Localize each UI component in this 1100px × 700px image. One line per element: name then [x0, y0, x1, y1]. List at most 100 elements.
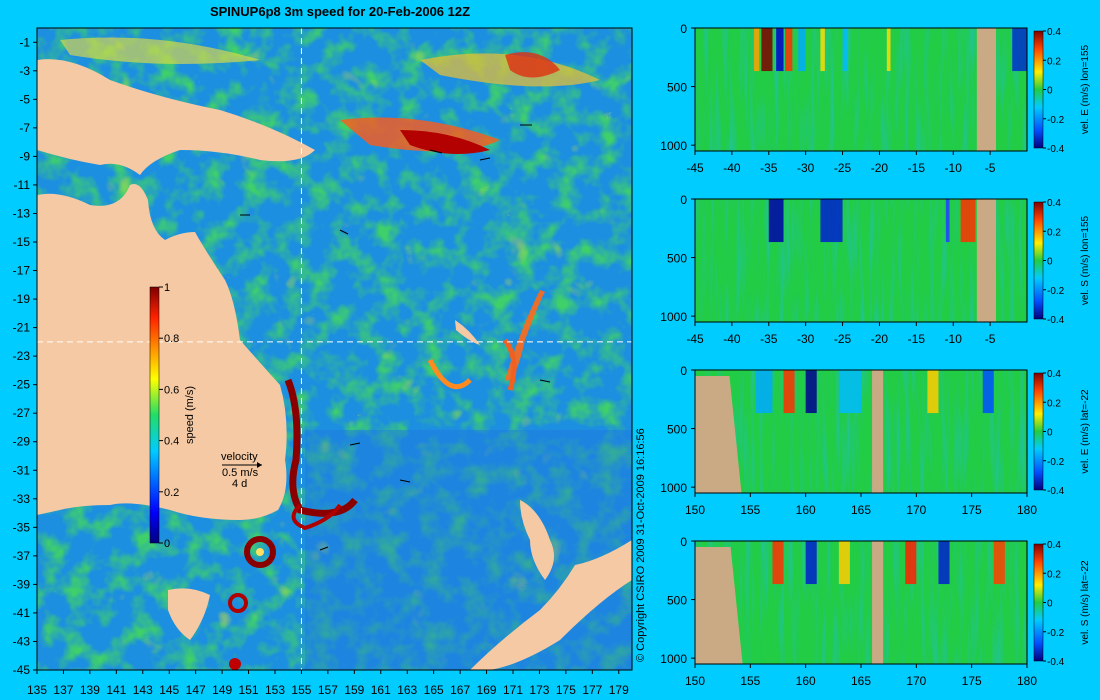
section-x-tick-label: -35	[760, 161, 778, 175]
section-x-tick-label: -5	[985, 332, 996, 346]
section-current-band	[886, 28, 891, 72]
land-nz-north	[520, 500, 554, 580]
section-x-tick-label: 175	[962, 503, 982, 517]
colorbar-tick-label: 0.6	[164, 384, 179, 396]
section-x-tick-label: 170	[906, 503, 926, 517]
velocity-arrows	[240, 124, 551, 551]
map-y-tick-label: -7	[19, 121, 30, 135]
section-y-tick-label: 500	[667, 594, 687, 608]
section-current-band	[820, 28, 825, 72]
section-colorbar	[1033, 543, 1044, 662]
section-colorbar-tick-label: 0	[1047, 86, 1053, 97]
colorbar-tick-label: 0	[164, 538, 170, 550]
section-x-tick-label: 165	[851, 674, 871, 688]
section-panel-1: -45 -40 -35 -30 -25 -20 -15 -10 -5 0 500 1000 0.4 0.2…	[660, 22, 1091, 175]
map-x-tick-label: 157	[318, 683, 338, 697]
section-land	[976, 28, 997, 151]
map-x-tick-label: 163	[397, 683, 417, 697]
section-variable-label: vel. S (m/s) lat=-22	[1080, 560, 1091, 645]
section-colorbar	[1033, 201, 1044, 320]
section-panel-3: 150 155 160 165 170 175 180 0 500 1000 0.4 0.2 0 -0.2…	[660, 364, 1091, 517]
section-x-tick-label: -15	[908, 161, 926, 175]
section-colorbar	[1033, 372, 1044, 491]
map-x-tick-label: 151	[239, 683, 259, 697]
section-current-band	[993, 541, 1005, 585]
map-y-tick-label: -35	[13, 520, 31, 534]
section-x-tick-label: 155	[740, 503, 760, 517]
map-y-tick-label: -43	[13, 634, 31, 648]
map-y-tick-label: -15	[13, 235, 31, 249]
section-y-tick-label: 500	[667, 252, 687, 266]
map-x-tick-label: 141	[106, 683, 126, 697]
section-variable-label: vel. E (m/s) lon=155	[1080, 44, 1091, 134]
section-panel-2: -45 -40 -35 -30 -25 -20 -15 -10 -5 0 500 1000 0.4 0.2…	[660, 193, 1091, 346]
page-title: SPINUP6p8 3m speed for 20-Feb-2006 12Z	[210, 4, 470, 19]
section-current-band	[938, 541, 950, 585]
map-y-tick-label: -1	[19, 35, 30, 49]
section-x-tick-label: -45	[686, 332, 704, 346]
colorbar-label: speed (m/s)	[184, 386, 196, 444]
map-field	[37, 28, 632, 670]
map-x-tick-label: 169	[477, 683, 497, 697]
section-y-tick-label: 500	[667, 423, 687, 437]
section-current-band	[785, 28, 793, 72]
colorbar-tick-label: 0.8	[164, 333, 179, 345]
map-x-tick-label: 149	[212, 683, 232, 697]
section-current-band	[820, 199, 843, 243]
map-y-tick-label: -29	[13, 435, 31, 449]
map-y-tick-label: -21	[13, 321, 31, 335]
section-x-tick-label: 170	[906, 674, 926, 688]
map-x-tick-label: 179	[609, 683, 629, 697]
section-y-tick-label: 0	[680, 22, 687, 36]
map-y-tick-label: -31	[13, 463, 31, 477]
section-frame	[694, 198, 1028, 323]
section-x-tick-label: 155	[740, 674, 760, 688]
section-current-band	[838, 541, 850, 585]
section-current-band	[776, 28, 784, 72]
map-y-axis: -1 -3 -5 -7 -9 -11 -13 -15 -17 -19 -21 -23 -25 -27 -29…	[13, 35, 37, 677]
section-current-band	[927, 370, 939, 414]
map-y-tick-label: -5	[19, 92, 30, 106]
section-current-band	[768, 199, 784, 243]
velocity-key-duration: 4 d	[232, 478, 247, 490]
section-current-band	[755, 370, 773, 414]
map-y-tick-label: -33	[13, 492, 31, 506]
map-x-tick-label: 143	[133, 683, 153, 697]
map-x-tick-label: 167	[450, 683, 470, 697]
map-y-tick-label: -19	[13, 292, 31, 306]
map-x-tick-label: 161	[371, 683, 391, 697]
section-x-tick-label: 180	[1017, 674, 1037, 688]
velocity-key: velocity 0.5 m/s 4 d	[221, 451, 262, 490]
section-x-tick-label: -25	[834, 332, 852, 346]
section-current-band	[754, 28, 760, 72]
section-colorbar-tick-label: -0.2	[1047, 628, 1065, 639]
section-y-tick-label: 1000	[660, 481, 687, 495]
section-colorbar-tick-label: 0.4	[1047, 198, 1061, 209]
map-y-tick-label: -41	[13, 606, 31, 620]
section-current-band	[1012, 28, 1027, 72]
section-land	[695, 547, 743, 664]
map-x-tick-label: 147	[186, 683, 206, 697]
velocity-key-title: velocity	[221, 451, 258, 463]
section-colorbar-tick-label: 0.2	[1047, 56, 1061, 67]
section-x-tick-label: 160	[796, 503, 816, 517]
section-colorbar-tick-label: -0.2	[1047, 115, 1065, 126]
land-australia	[37, 184, 287, 520]
section-x-tick-label: -20	[871, 332, 889, 346]
section-y-tick-label: 1000	[660, 652, 687, 666]
section-x-tick-label: 160	[796, 674, 816, 688]
section-x-tick-label: -35	[760, 332, 778, 346]
section-colorbar	[1033, 30, 1044, 149]
colorbar-tick-label: 1	[164, 282, 170, 294]
section-colorbar-tick-label: 0.2	[1047, 569, 1061, 580]
speed-colorbar: 1 0.8 0.6 0.4 0.2 0 speed (m/s)	[149, 282, 196, 550]
section-colorbar-tick-label: -0.4	[1047, 315, 1065, 326]
map-x-tick-label: 165	[424, 683, 444, 697]
map-frame	[36, 27, 633, 671]
section-colorbar-tick-label: -0.4	[1047, 486, 1065, 497]
section-current-band	[772, 541, 784, 585]
section-x-tick-label: -15	[908, 332, 926, 346]
land-new-caledonia	[455, 320, 480, 345]
section-current-band	[805, 541, 817, 585]
